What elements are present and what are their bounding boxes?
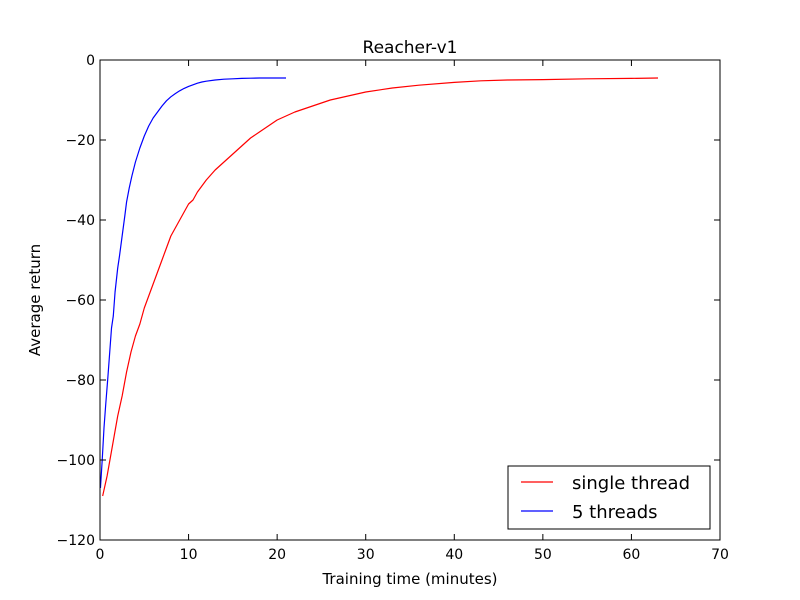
x-tick-label: 30 bbox=[357, 547, 375, 563]
legend-label-5-threads: 5 threads bbox=[572, 502, 658, 523]
series-line-single-thread bbox=[102, 77, 659, 497]
x-tick-label: 60 bbox=[623, 547, 641, 563]
series-line-5-threads bbox=[99, 77, 286, 489]
y-tick-label: −60 bbox=[65, 293, 95, 309]
ticks-layer: 0 10 20 30 40 50 60 70 0 −20 −40 −60 −80 −100 −120 bbox=[57, 53, 729, 563]
y-axis-label: Average return bbox=[26, 244, 44, 356]
x-tick-label: 10 bbox=[180, 547, 198, 563]
legend-label-single-thread: single thread bbox=[572, 473, 690, 494]
x-tick-label: 0 bbox=[96, 547, 105, 563]
legend: single thread 5 threads bbox=[507, 465, 711, 530]
x-tick-label: 50 bbox=[534, 547, 552, 563]
y-tick-label: 0 bbox=[86, 53, 95, 69]
y-tick-label: −120 bbox=[57, 533, 95, 549]
y-tick-label: −40 bbox=[65, 213, 95, 229]
x-axis-label: Training time (minutes) bbox=[321, 570, 497, 588]
x-tick-label: 20 bbox=[268, 547, 286, 563]
x-tick-label: 70 bbox=[711, 547, 729, 563]
chart-title: Reacher-v1 bbox=[363, 38, 458, 58]
x-tick-label: 40 bbox=[445, 547, 463, 563]
y-tick-label: −80 bbox=[65, 373, 95, 389]
legend-box bbox=[507, 465, 711, 530]
y-tick-label: −100 bbox=[57, 453, 95, 469]
y-tick-label: −20 bbox=[65, 133, 95, 149]
series-layer bbox=[99, 77, 659, 497]
